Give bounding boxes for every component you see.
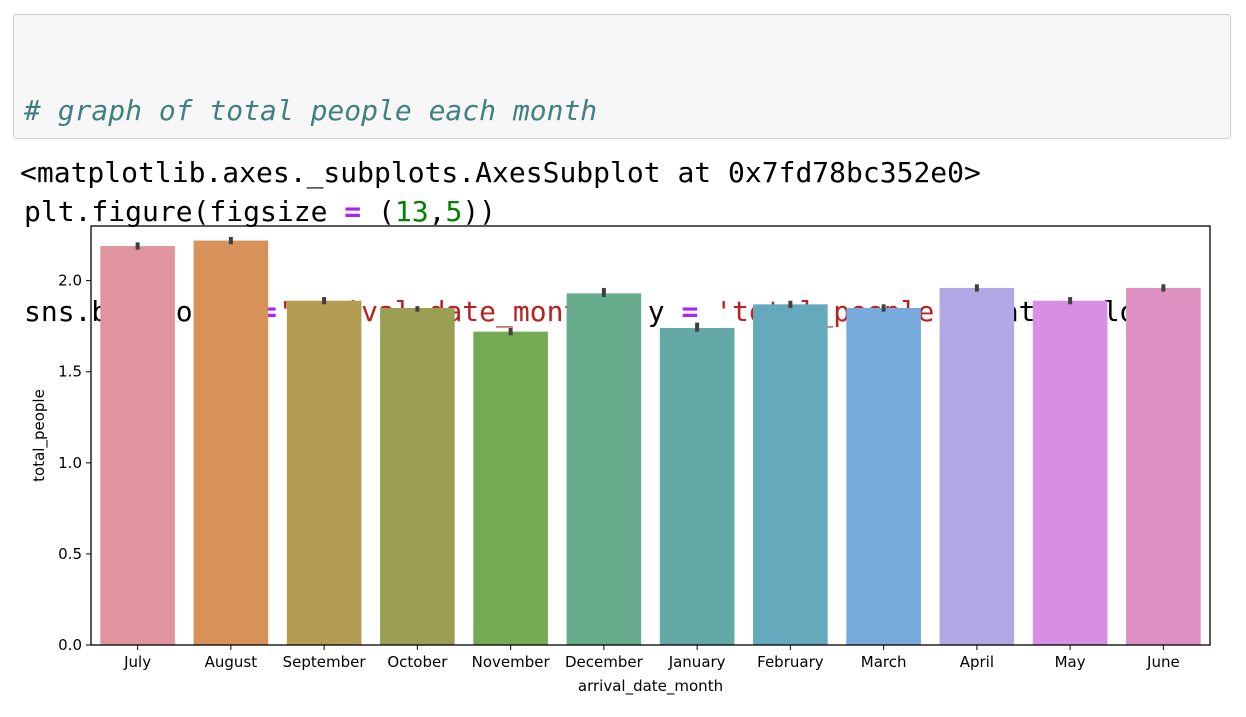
x-axis-label: arrival_date_month xyxy=(578,677,723,696)
bar-chart: July August September October November Decemb… xyxy=(30,225,1211,696)
y-tick-label: 0.5 xyxy=(58,545,82,563)
y-tick-label: 1.5 xyxy=(58,363,82,381)
bar-november xyxy=(473,331,548,645)
x-tick-label: February xyxy=(757,653,824,671)
bar-october xyxy=(380,307,455,645)
bar-february xyxy=(753,304,828,645)
x-tick-label: May xyxy=(1055,653,1086,671)
y-axis-label: total_people xyxy=(30,389,49,482)
code-number: 5 xyxy=(445,194,463,228)
x-tick-label: January xyxy=(668,653,726,671)
bar-june xyxy=(1126,287,1201,645)
cell-output-text: <matplotlib.axes._subplots.AxesSubplot a… xyxy=(20,156,981,189)
x-tick-label: April xyxy=(960,653,994,671)
code-token: , xyxy=(428,194,446,228)
bar-may xyxy=(1032,300,1108,645)
x-tick-label: October xyxy=(387,653,448,671)
code-operator: = xyxy=(681,295,699,328)
chart-figure: July August September October November Decemb… xyxy=(0,205,1246,712)
code-number: 13 xyxy=(394,194,429,228)
error-bars-group xyxy=(135,236,1166,336)
x-tick-label: September xyxy=(283,653,367,671)
code-operator: = xyxy=(344,194,362,228)
bar-april xyxy=(939,287,1015,645)
bar-august xyxy=(193,240,269,645)
code-line-1: # graph of total people each month xyxy=(24,94,1230,128)
bar-september xyxy=(286,300,362,645)
y-tick-label: 0.0 xyxy=(58,636,82,654)
bars-group xyxy=(100,240,1201,645)
bar-july xyxy=(100,246,175,645)
x-tick-label: August xyxy=(205,653,258,671)
x-axis-ticks: July August September October November Decemb… xyxy=(123,645,1180,671)
bar-march xyxy=(846,307,921,645)
bar-january xyxy=(659,328,735,645)
code-line-2: plt.figure(figsize = (13,5)) xyxy=(24,195,1230,229)
code-token: )) xyxy=(462,194,497,228)
axes-frame xyxy=(90,225,1211,646)
bar-december xyxy=(566,293,642,645)
y-tick-label: 2.0 xyxy=(58,272,82,290)
x-tick-label: July xyxy=(123,653,151,671)
x-tick-label: November xyxy=(472,653,551,671)
y-tick-label: 1.0 xyxy=(58,454,82,472)
code-comment: # graph of total people each month xyxy=(24,94,598,127)
code-input-cell[interactable]: # graph of total people each month plt.f… xyxy=(13,14,1231,328)
x-tick-label: June xyxy=(1146,653,1180,671)
code-token: ( xyxy=(361,194,395,228)
y-axis-ticks: 0.0 0.5 1.0 1.5 2.0 xyxy=(58,272,91,654)
x-tick-label: December xyxy=(565,653,644,671)
x-tick-label: March xyxy=(861,653,907,671)
code-token: plt.figure(figsize xyxy=(24,194,345,228)
